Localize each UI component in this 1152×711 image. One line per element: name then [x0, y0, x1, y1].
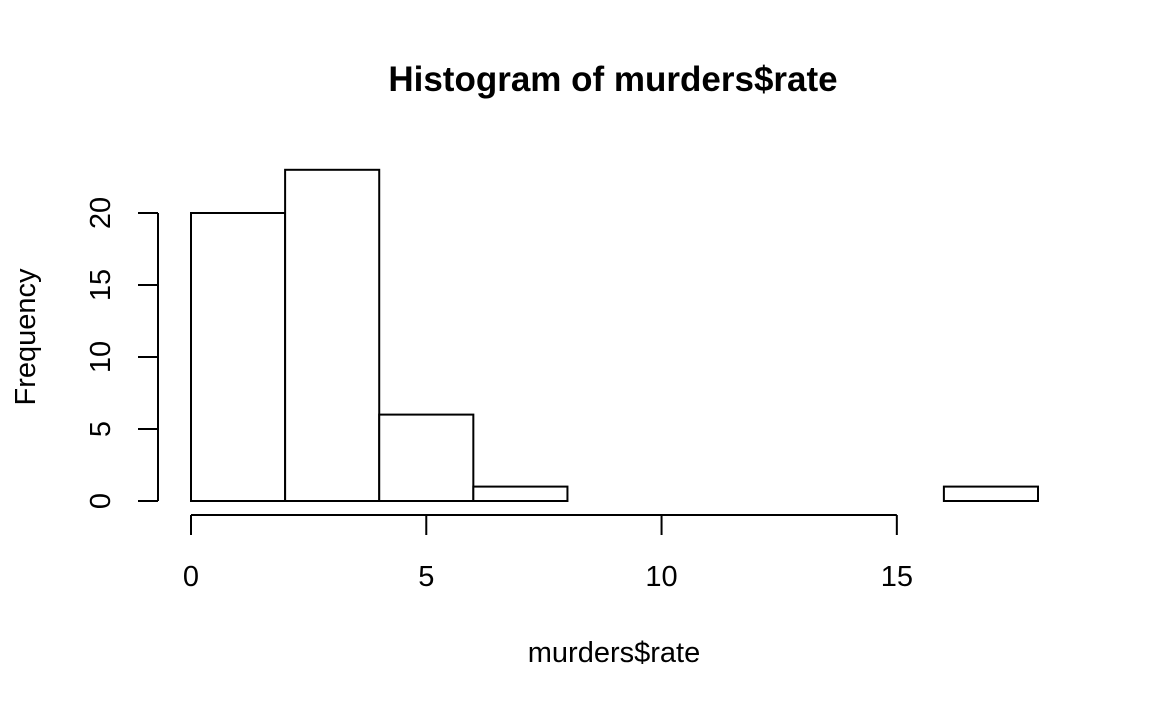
y-tick-label-15: 15 — [85, 269, 117, 301]
histogram-bar-2-4 — [284, 168, 381, 503]
histogram-bar-6-8 — [472, 485, 569, 503]
x-tick-label-5: 5 — [418, 561, 434, 593]
x-tick-label-10: 10 — [645, 561, 677, 593]
bars-group — [190, 168, 1040, 503]
chart-title: Histogram of murders$rate — [388, 60, 837, 99]
y-tick-label-20: 20 — [85, 197, 117, 229]
x-tick-label-15: 15 — [881, 561, 913, 593]
y-tick-label-5: 5 — [85, 421, 117, 437]
x-tick-label-0: 0 — [183, 561, 199, 593]
x-axis-label: murders$rate — [528, 637, 700, 669]
histogram-bar-4-6 — [378, 413, 475, 503]
y-tick-label-10: 10 — [85, 341, 117, 373]
y-axis-label: Frequency — [10, 268, 42, 406]
y-tick-label-0: 0 — [85, 493, 117, 509]
histogram-bar-0-2 — [190, 212, 287, 502]
y-axis: 0 5 10 15 20 — [85, 197, 159, 509]
histogram-bar-16-18 — [942, 485, 1040, 503]
x-axis: 0 5 10 15 — [183, 514, 913, 593]
